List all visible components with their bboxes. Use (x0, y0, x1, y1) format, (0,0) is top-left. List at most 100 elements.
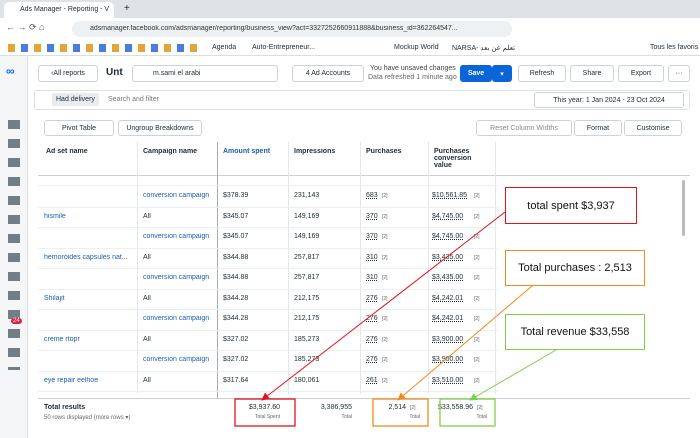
amount-spent: $327.02 (223, 356, 249, 363)
purchases[interactable]: 370 (366, 233, 378, 240)
all-reports-button[interactable]: ‹ All reports (38, 65, 98, 82)
impressions: 212,175 (294, 294, 320, 302)
amount-spent: $345.07 (223, 212, 249, 220)
campaign-name[interactable]: All (143, 376, 151, 384)
highlight-box (234, 398, 296, 427)
nav-buttons[interactable]: ← → ⟳ ⌂ (6, 22, 45, 32)
conversion-value[interactable]: $4,242.01 (432, 294, 464, 302)
ad-set-name[interactable]: Shilajit (44, 294, 65, 302)
ad-set-name[interactable]: hismile (44, 212, 66, 220)
campaign-name[interactable]: conversion campaign (143, 356, 210, 363)
highlight-box (439, 398, 496, 427)
purchases[interactable]: 310 (366, 274, 378, 281)
campaign-name[interactable]: conversion campaign (143, 315, 210, 322)
campaign-name[interactable]: All (143, 253, 151, 261)
export-button[interactable]: Export (618, 65, 664, 82)
scrollbar (682, 180, 685, 236)
value-note: [2] (474, 213, 480, 220)
highlight-box (372, 398, 429, 427)
column-header[interactable]: Campaign name (143, 148, 198, 155)
sidebar-icons[interactable] (8, 120, 20, 370)
column-header[interactable]: Ad set name (46, 148, 88, 155)
account-selector[interactable]: m.sami el arabi (132, 65, 278, 82)
row-divider (38, 268, 498, 269)
campaign-name[interactable]: All (143, 212, 151, 220)
purchases[interactable]: 310 (366, 253, 378, 261)
totals-label: Total results (44, 404, 86, 411)
purchases[interactable]: 261 (366, 376, 378, 384)
total-value: $33,558.96 (437, 404, 473, 411)
ad-set-name[interactable]: eye repair eelhoe (44, 376, 99, 384)
campaign-name[interactable]: All (143, 294, 151, 302)
campaign-name[interactable]: conversion campaign (143, 192, 210, 199)
conversion-value[interactable]: $4,745.00 (432, 233, 464, 240)
purchases[interactable]: 276 (366, 356, 378, 363)
bookmark[interactable]: Mockup World (394, 44, 439, 51)
button-label: Refresh (529, 70, 555, 77)
button-label: Ungroup Breakdowns (126, 124, 194, 132)
total-caption: Total (476, 414, 487, 420)
amount-spent: $378.39 (223, 192, 249, 199)
button-label: Export (630, 70, 652, 77)
refresh-button[interactable]: Refresh (518, 65, 566, 82)
bookmark[interactable]: Auto-Entrepreneur... (252, 44, 316, 51)
conversion-value[interactable]: $10,561.85 (432, 192, 468, 199)
unsaved-text: You have unsaved changes (370, 65, 456, 72)
purchases[interactable]: 276 (366, 294, 378, 302)
campaign-name[interactable]: All (143, 335, 151, 343)
row-divider (38, 247, 498, 249)
conversion-value[interactable]: $3,900.00 (432, 335, 464, 343)
purchases[interactable]: 370 (366, 212, 378, 220)
date-range[interactable]: This year: 1 Jan 2024 - 23 Oct 2024 (534, 92, 684, 108)
purchases-note: [2] (382, 254, 388, 261)
purchases[interactable]: 276 (366, 335, 378, 343)
value-note: [2] (474, 295, 480, 302)
bookmark[interactable]: Agenda (212, 44, 237, 51)
button-label: Format (586, 124, 610, 132)
conversion-value[interactable]: $4,242.01 (432, 315, 464, 322)
ungroup-button[interactable]: Ungroup Breakdowns (118, 120, 202, 136)
column-header[interactable]: Purchases (366, 148, 402, 155)
column-header[interactable]: Purchases conversion value (434, 148, 472, 169)
conversion-value[interactable]: $4,745.00 (432, 212, 464, 220)
conversion-value[interactable]: $3,900.00 (432, 356, 464, 363)
report-name[interactable]: Unt (106, 67, 123, 78)
purchases[interactable]: 683 (366, 192, 378, 199)
more-button[interactable]: ··· (668, 65, 690, 82)
column-header[interactable]: Amount spent (223, 148, 271, 155)
purchases-note: [2] (382, 357, 388, 363)
conversion-value[interactable]: $3,435.00 (432, 274, 464, 281)
impressions: 185,273 (294, 335, 320, 343)
campaign-name[interactable]: conversion campaign (143, 233, 210, 240)
amount-spent: $327.02 (223, 335, 249, 343)
bookmark[interactable]: Tous les favoris (650, 44, 699, 51)
campaign-name[interactable]: conversion campaign (143, 274, 210, 281)
save-button[interactable]: Save (460, 65, 492, 82)
format-button[interactable]: Format (574, 120, 622, 136)
bookmark[interactable]: NARSA- تعلم عن بعد (452, 45, 516, 52)
new-tab[interactable]: + (124, 3, 130, 14)
ad-set-name[interactable]: creme rtopr (44, 335, 80, 343)
total-note: [2] (410, 405, 416, 411)
total-spent: $3,937.60 (248, 404, 280, 411)
ad-accounts-button[interactable]: 4 Ad Accounts (292, 65, 364, 82)
row-divider (38, 288, 498, 290)
ad-set-name[interactable]: hemoroides capsules nat... (44, 253, 128, 261)
omnibox[interactable] (72, 21, 512, 37)
conversion-value[interactable]: $3,510.00 (432, 376, 464, 384)
save-dropdown[interactable]: ▾ (492, 65, 512, 82)
filter-bar[interactable] (34, 90, 690, 110)
filter-chip[interactable]: Had delivery (52, 93, 99, 106)
meta-logo[interactable]: ∞ (6, 64, 15, 78)
pivot-button[interactable]: Pivot Table (44, 120, 114, 136)
button-label: ‹ (51, 70, 54, 77)
customise-button[interactable]: Customise (624, 120, 682, 136)
column-header[interactable]: Impressions (294, 148, 336, 155)
annotation-box: Total revenue $33,558 (505, 314, 645, 350)
reset-button[interactable]: Reset Column Widths (476, 120, 572, 136)
rows-note[interactable]: 50 rows displayed (more rows ▾) (44, 415, 131, 421)
annotation-box: Total purchases : 2,513 (505, 250, 645, 286)
share-button[interactable]: Share (570, 65, 614, 82)
tab[interactable] (4, 2, 114, 18)
purchases[interactable]: 276 (366, 315, 378, 322)
